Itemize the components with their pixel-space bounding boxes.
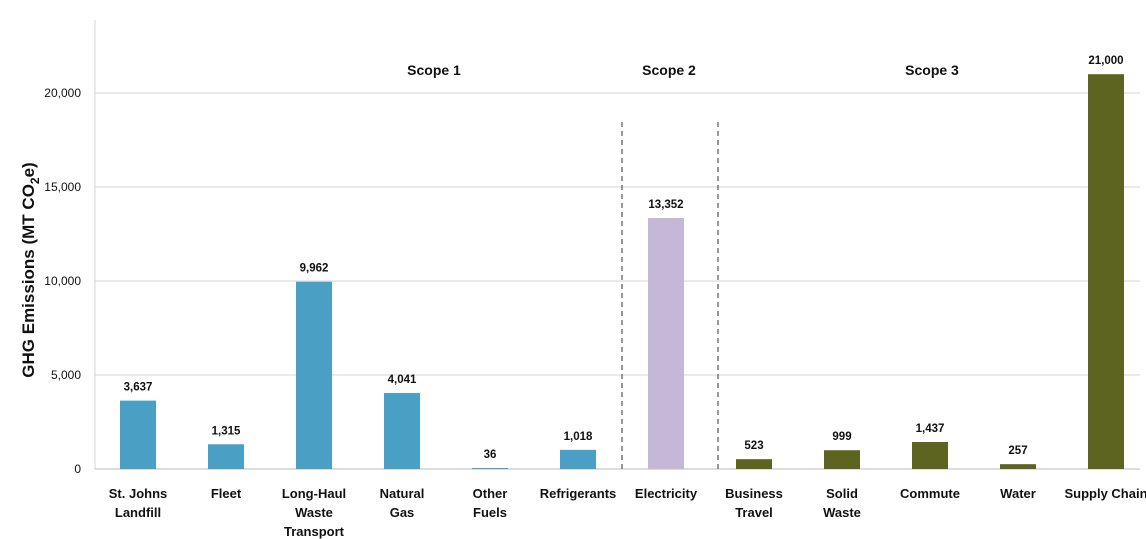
data-label: 523: [744, 440, 763, 452]
data-label: 999: [832, 431, 851, 443]
category-label: Long-Haul Waste Transport: [282, 486, 346, 539]
y-tick-label: 10,000: [44, 274, 81, 288]
category-label: Natural Gas: [380, 486, 425, 520]
y-tick-label: 15,000: [44, 180, 81, 194]
data-label: 4,041: [388, 374, 417, 386]
bar: [120, 400, 156, 469]
y-tick-label: 20,000: [44, 86, 81, 100]
gridlines: [94, 20, 1140, 469]
data-label: 1,018: [564, 431, 593, 443]
bar: [912, 441, 948, 469]
data-label: 1,315: [212, 425, 241, 437]
y-axis-ticks: 0 5,000 10,000 15,000 20,000: [44, 86, 81, 476]
bar: [824, 450, 860, 469]
data-label: 21,000: [1088, 55, 1123, 67]
data-label: 36: [484, 449, 497, 461]
data-label: 257: [1008, 445, 1027, 457]
bar: [208, 444, 244, 469]
category-label: Supply Chain: [1064, 486, 1146, 501]
category-label: St. Johns Landfill: [109, 486, 168, 520]
bar: [472, 468, 508, 469]
bars: [120, 74, 1124, 469]
scope-label: Scope 1: [407, 62, 461, 78]
data-label: 13,352: [648, 199, 683, 211]
bar: [1088, 74, 1124, 469]
category-label: Electricity: [635, 486, 698, 501]
bar: [296, 281, 332, 469]
bar: [736, 459, 772, 469]
category-labels: St. Johns Landfill Fleet Long-Haul Waste Tran…: [109, 486, 1146, 539]
category-label: Refrigerants: [540, 486, 617, 501]
y-axis-label: GHG Emissions (MT CO2e): [19, 162, 42, 377]
data-label: 9,962: [300, 263, 329, 275]
bar: [648, 217, 684, 469]
category-label: Commute: [900, 486, 960, 501]
category-label: Solid Waste: [823, 486, 861, 520]
bar: [384, 393, 420, 469]
category-label: Business Travel: [725, 486, 783, 520]
data-label: 1,437: [916, 423, 945, 435]
category-label: Fleet: [211, 486, 242, 501]
category-label: Other Fuels: [473, 486, 508, 520]
scope-labels: Scope 1 Scope 2 Scope 3: [407, 62, 959, 78]
bar: [1000, 464, 1036, 469]
data-labels: 3,637 1,315 9,962 4,041 36 1,018 13,352 523 999 1…: [124, 55, 1124, 461]
y-tick-label: 5,000: [51, 368, 81, 382]
data-label: 3,637: [124, 382, 153, 394]
bar: [560, 449, 596, 469]
category-label: Water: [1000, 486, 1036, 501]
y-tick-label: 0: [74, 462, 81, 476]
scope-label: Scope 2: [642, 62, 696, 78]
scope-label: Scope 3: [905, 62, 959, 78]
scope-dividers: [621, 122, 719, 469]
